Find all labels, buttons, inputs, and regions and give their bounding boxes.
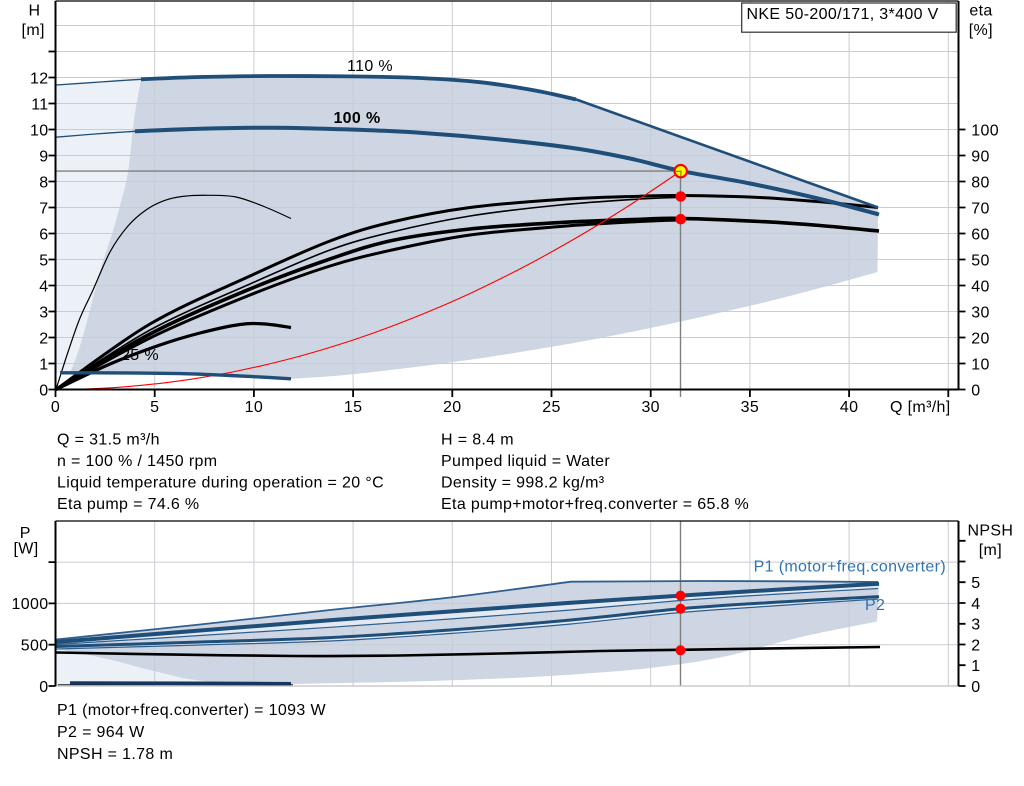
svg-text:Density = 998.2 kg/m³: Density = 998.2 kg/m³: [441, 475, 605, 492]
svg-text:NPSH = 1.78 m: NPSH = 1.78 m: [57, 746, 173, 763]
svg-text:12: 12: [30, 70, 49, 87]
svg-text:0: 0: [39, 382, 48, 399]
svg-text:3: 3: [971, 617, 980, 634]
svg-text:25: 25: [542, 399, 561, 416]
svg-text:Liquid temperature during oper: Liquid temperature during operation = 20…: [57, 475, 384, 492]
svg-text:25 %: 25 %: [121, 347, 159, 364]
svg-text:Pumped liquid = Water: Pumped liquid = Water: [441, 453, 610, 470]
svg-text:30: 30: [641, 399, 660, 416]
svg-text:1000: 1000: [12, 596, 49, 613]
svg-text:90: 90: [971, 148, 990, 165]
svg-text:6: 6: [39, 226, 48, 243]
svg-text:NPSH: NPSH: [967, 522, 1013, 539]
svg-text:80: 80: [971, 174, 990, 191]
svg-text:11: 11: [31, 96, 48, 113]
svg-text:60: 60: [971, 226, 990, 243]
svg-text:[m]: [m]: [979, 542, 1002, 559]
svg-text:8: 8: [39, 174, 48, 191]
svg-text:1: 1: [39, 356, 48, 373]
svg-text:35: 35: [741, 399, 760, 416]
svg-text:NKE 50-200/171, 3*400 V: NKE 50-200/171, 3*400 V: [747, 6, 939, 23]
svg-text:5: 5: [150, 399, 159, 416]
svg-text:Eta pump+motor+freq.converter: Eta pump+motor+freq.converter = 65.8 %: [441, 496, 749, 513]
svg-text:4: 4: [971, 596, 980, 613]
svg-text:9: 9: [39, 148, 48, 165]
svg-text:20: 20: [971, 330, 990, 347]
svg-text:1: 1: [971, 658, 980, 675]
svg-text:4: 4: [39, 278, 48, 295]
svg-text:0: 0: [971, 382, 980, 399]
svg-text:P1 (motor+freq.converter) = 10: P1 (motor+freq.converter) = 1093 W: [57, 702, 326, 719]
svg-text:P: P: [20, 525, 31, 542]
svg-text:10: 10: [245, 399, 264, 416]
svg-text:P1 (motor+freq.converter): P1 (motor+freq.converter): [754, 559, 946, 576]
svg-text:3: 3: [39, 304, 48, 321]
svg-text:P2: P2: [865, 597, 885, 614]
svg-text:30: 30: [971, 304, 990, 321]
svg-text:5: 5: [39, 252, 48, 269]
svg-text:500: 500: [21, 638, 49, 655]
svg-text:100: 100: [971, 122, 999, 139]
svg-text:P2 = 964 W: P2 = 964 W: [57, 724, 145, 741]
svg-text:n = 100 % / 1450 rpm: n = 100 % / 1450 rpm: [57, 453, 217, 470]
svg-text:0: 0: [39, 679, 48, 696]
svg-text:Q = 31.5 m³/h: Q = 31.5 m³/h: [57, 432, 160, 449]
svg-text:100 %: 100 %: [333, 110, 380, 127]
svg-text:110 %: 110 %: [347, 58, 393, 75]
svg-text:15: 15: [344, 399, 363, 416]
svg-text:50: 50: [971, 252, 990, 269]
svg-text:eta: eta: [969, 2, 992, 19]
svg-text:H = 8.4 m: H = 8.4 m: [441, 432, 514, 449]
svg-text:[%]: [%]: [969, 22, 993, 39]
svg-text:40: 40: [971, 278, 990, 295]
svg-text:20: 20: [443, 399, 462, 416]
svg-text:10: 10: [30, 122, 49, 139]
svg-text:2: 2: [39, 330, 48, 347]
svg-text:7: 7: [39, 200, 48, 217]
svg-text:2: 2: [971, 637, 980, 654]
svg-text:Q [m³/h]: Q [m³/h]: [890, 399, 951, 416]
svg-text:40: 40: [840, 399, 859, 416]
svg-text:0: 0: [971, 679, 980, 696]
svg-text:H: H: [29, 2, 41, 19]
svg-text:[m]: [m]: [22, 22, 45, 39]
svg-text:Eta pump = 74.6 %: Eta pump = 74.6 %: [57, 496, 199, 513]
svg-text:70: 70: [971, 200, 990, 217]
svg-text:5: 5: [971, 575, 980, 592]
svg-text:[W]: [W]: [13, 541, 38, 558]
svg-text:0: 0: [51, 399, 60, 416]
svg-text:10: 10: [971, 356, 990, 373]
